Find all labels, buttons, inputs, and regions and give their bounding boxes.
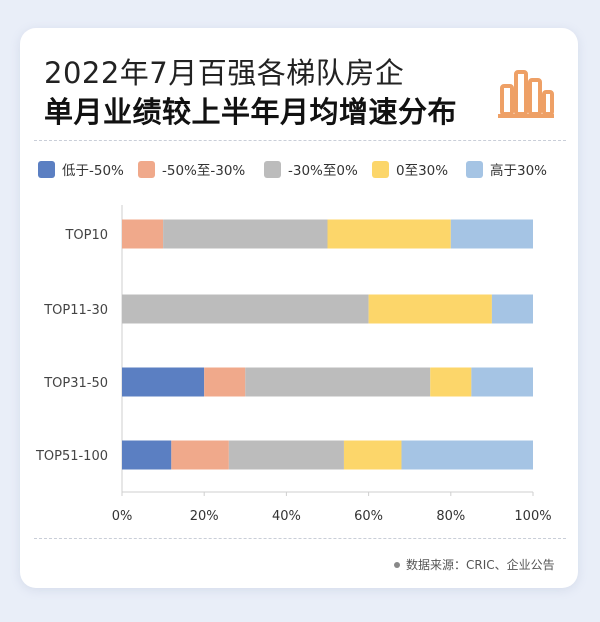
bar-chart-icon bbox=[498, 70, 554, 118]
legend-label: 低于-50% bbox=[62, 163, 124, 179]
bar-segment bbox=[245, 367, 431, 397]
bar-segment bbox=[491, 294, 533, 324]
category-label: TOP51-100 bbox=[35, 449, 108, 464]
bar-segment bbox=[343, 440, 402, 470]
bar-segment bbox=[401, 440, 533, 470]
bar-segment bbox=[327, 219, 451, 249]
bar-segment bbox=[450, 219, 533, 249]
category-label: TOP31-50 bbox=[43, 376, 108, 391]
x-tick-label: 60% bbox=[354, 509, 383, 524]
divider-bottom bbox=[34, 538, 566, 539]
source-note: 数据来源：CRIC、企业公告 bbox=[394, 556, 555, 573]
chart-title-line1: 2022年7月百强各梯队房企 bbox=[44, 56, 405, 90]
divider-top bbox=[34, 140, 566, 141]
legend-swatch bbox=[264, 160, 281, 178]
legend-item-gt30: 高于30% bbox=[466, 159, 547, 179]
legend-item-neg30-0: -30%至0% bbox=[264, 159, 358, 179]
legend-label: 0至30% bbox=[396, 163, 449, 179]
bullet-icon bbox=[394, 561, 400, 568]
x-tick-label: 40% bbox=[272, 509, 301, 524]
bar-segment bbox=[122, 440, 172, 470]
x-tick-label: 0% bbox=[112, 509, 133, 524]
bar-segment bbox=[471, 367, 533, 397]
legend-item-neg50-neg30: -50%至-30% bbox=[138, 159, 245, 179]
bar-segment bbox=[163, 219, 328, 249]
x-tick-label: 80% bbox=[436, 509, 465, 524]
legend-swatch bbox=[372, 160, 389, 178]
bar-segment bbox=[122, 219, 164, 249]
legend-item-lt-neg50: 低于-50% bbox=[38, 159, 124, 179]
chart-title-line2: 单月业绩较上半年月均增速分布 bbox=[44, 95, 458, 129]
bar-segment bbox=[368, 294, 492, 324]
bar-segment bbox=[430, 367, 472, 397]
bar-segment bbox=[228, 440, 344, 470]
legend-label: -30%至0% bbox=[288, 163, 358, 179]
legend-swatch bbox=[38, 160, 55, 178]
category-label: TOP11-30 bbox=[43, 303, 108, 318]
source-text: 数据来源：CRIC、企业公告 bbox=[406, 558, 555, 572]
x-tick-label: 20% bbox=[190, 509, 219, 524]
legend-item-0-30: 0至30% bbox=[372, 159, 448, 179]
x-tick-label: 100% bbox=[514, 509, 551, 524]
bar-segment bbox=[204, 367, 246, 397]
category-label: TOP10 bbox=[64, 228, 108, 243]
bar-segment bbox=[171, 440, 229, 470]
legend-label: 高于30% bbox=[490, 163, 548, 179]
legend-swatch bbox=[466, 160, 483, 178]
legend-label: -50%至-30% bbox=[162, 163, 246, 179]
legend-swatch bbox=[138, 160, 155, 178]
bar-segment bbox=[122, 294, 369, 324]
bar-segment bbox=[122, 367, 205, 397]
